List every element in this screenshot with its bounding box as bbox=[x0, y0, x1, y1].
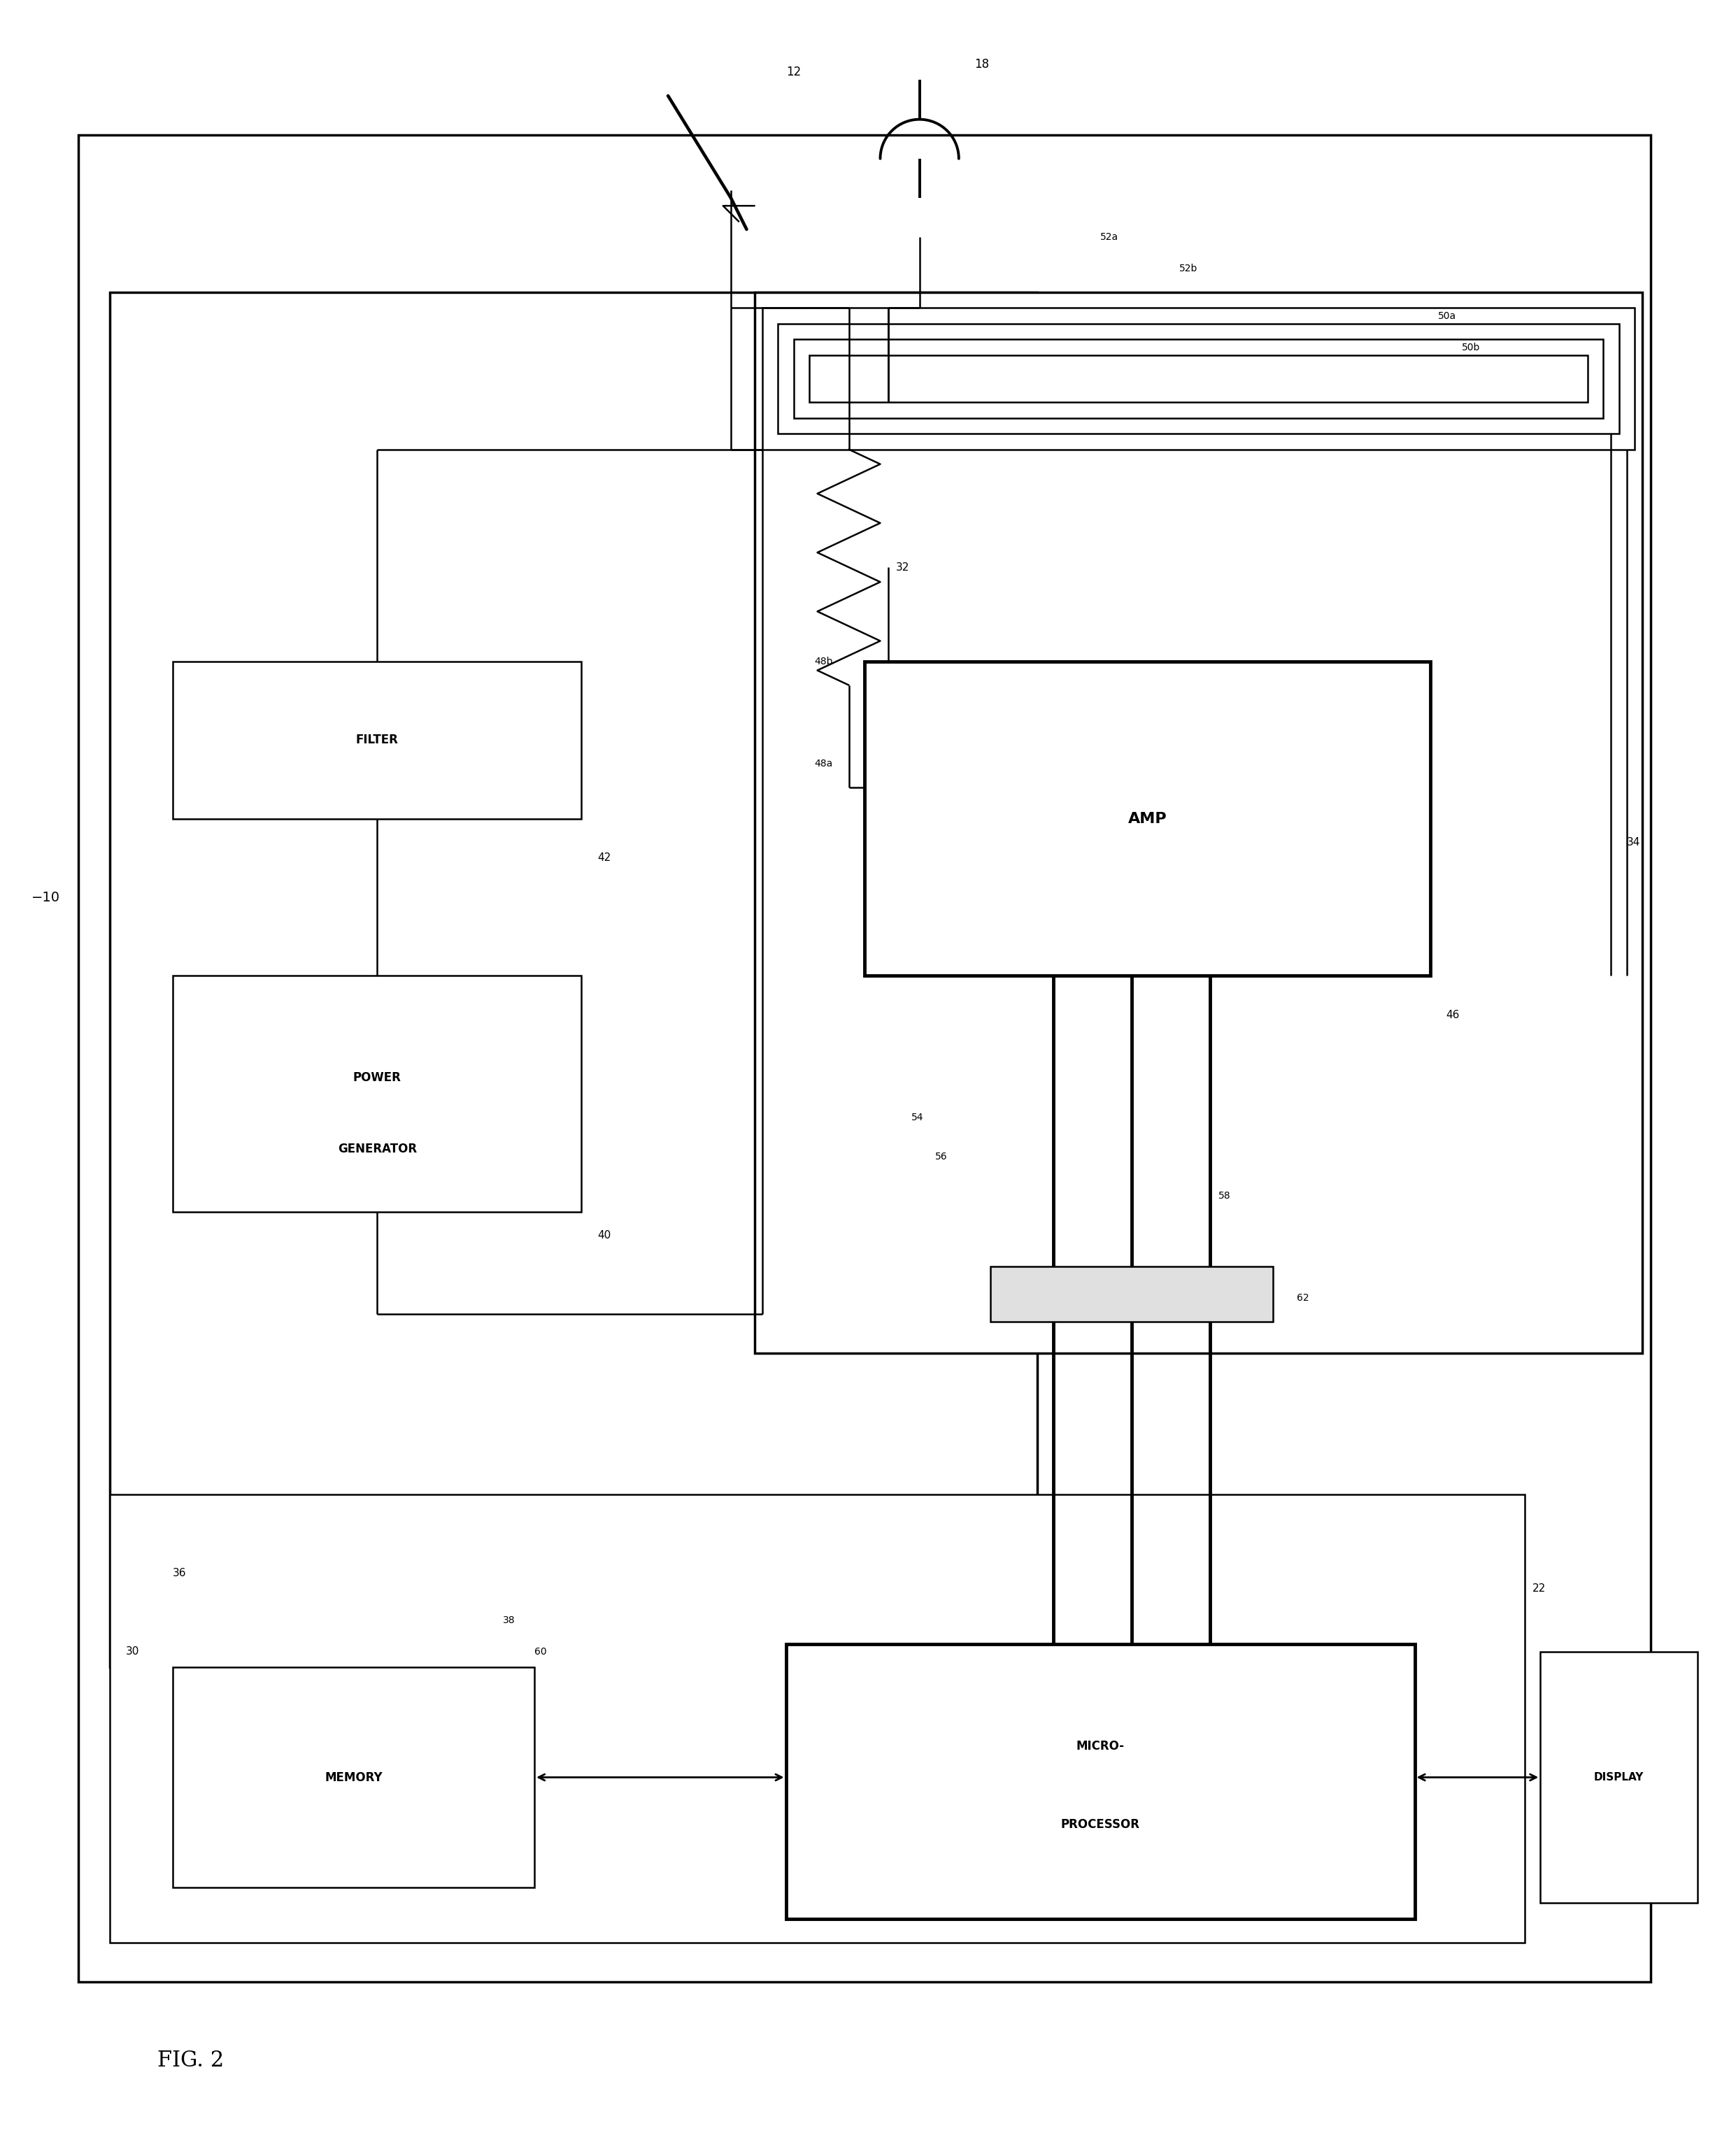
Text: 30: 30 bbox=[126, 1647, 140, 1656]
Bar bbox=[754, 293, 1643, 1354]
Bar bbox=[1541, 1651, 1698, 1904]
Text: PROCESSOR: PROCESSOR bbox=[1062, 1818, 1139, 1830]
Text: 48a: 48a bbox=[814, 759, 833, 768]
Text: 46: 46 bbox=[1445, 1009, 1459, 1020]
Bar bbox=[762, 308, 1634, 448]
Text: MICRO-: MICRO- bbox=[1075, 1740, 1124, 1753]
Text: GENERATOR: GENERATOR bbox=[337, 1143, 417, 1156]
Text: 34: 34 bbox=[1627, 837, 1641, 847]
Text: −10: −10 bbox=[31, 890, 61, 903]
Bar bbox=[111, 1494, 1525, 1943]
Bar bbox=[809, 356, 1587, 403]
Bar bbox=[111, 293, 1037, 1667]
Text: 50b: 50b bbox=[1461, 343, 1480, 351]
Text: 18: 18 bbox=[975, 58, 989, 71]
Text: MEMORY: MEMORY bbox=[325, 1770, 382, 1783]
Text: 58: 58 bbox=[1219, 1190, 1231, 1201]
Bar bbox=[864, 662, 1430, 977]
Text: 48b: 48b bbox=[814, 658, 833, 666]
Text: 52a: 52a bbox=[1100, 233, 1119, 241]
Bar bbox=[173, 662, 581, 819]
Text: AMP: AMP bbox=[1127, 811, 1167, 826]
Bar bbox=[787, 1643, 1414, 1919]
Text: FILTER: FILTER bbox=[356, 733, 398, 746]
Bar bbox=[78, 136, 1651, 1981]
Text: 36: 36 bbox=[173, 1567, 187, 1578]
Text: 62: 62 bbox=[1297, 1294, 1309, 1302]
Text: 40: 40 bbox=[597, 1229, 610, 1240]
Text: 38: 38 bbox=[503, 1615, 515, 1626]
Text: 50a: 50a bbox=[1439, 310, 1456, 321]
Text: 32: 32 bbox=[896, 563, 909, 573]
Bar bbox=[991, 1266, 1273, 1322]
Text: DISPLAY: DISPLAY bbox=[1594, 1772, 1644, 1783]
Text: 42: 42 bbox=[597, 854, 610, 862]
Bar bbox=[173, 1667, 534, 1886]
Text: 12: 12 bbox=[787, 67, 801, 78]
Text: 52b: 52b bbox=[1179, 263, 1196, 274]
Bar bbox=[173, 977, 581, 1212]
Text: 22: 22 bbox=[1532, 1583, 1546, 1593]
Text: 54: 54 bbox=[911, 1112, 923, 1121]
Text: FIG. 2: FIG. 2 bbox=[157, 2050, 223, 2072]
Text: 56: 56 bbox=[935, 1151, 947, 1162]
Text: POWER: POWER bbox=[353, 1072, 401, 1084]
Bar bbox=[794, 338, 1603, 418]
Bar bbox=[778, 323, 1618, 433]
Text: 60: 60 bbox=[534, 1647, 546, 1656]
